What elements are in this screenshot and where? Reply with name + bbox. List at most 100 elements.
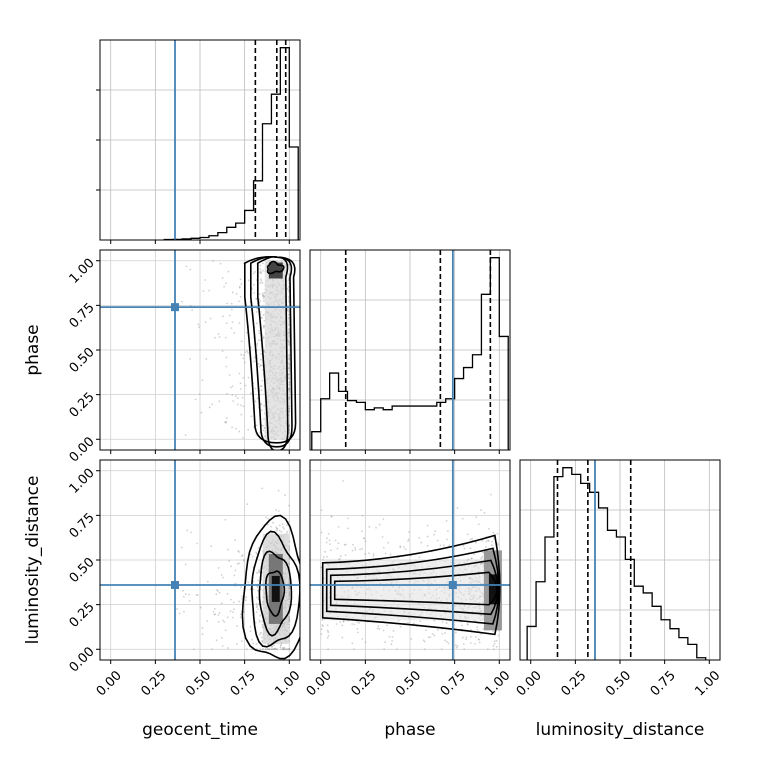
contour-peak — [266, 260, 285, 275]
y-tick-label: 0.50 — [67, 345, 98, 376]
scatter-point — [481, 539, 484, 542]
scatter-point — [469, 538, 472, 541]
scatter-point — [288, 549, 291, 552]
scatter-point — [288, 388, 291, 391]
x-tick-label: 0.50 — [183, 668, 214, 699]
scatter-point — [226, 616, 229, 619]
scatter-point — [287, 316, 290, 319]
scatter-point — [186, 529, 189, 532]
scatter-point — [263, 349, 265, 352]
scatter-point — [189, 357, 192, 360]
scatter-point — [475, 516, 478, 519]
scatter-point — [233, 608, 235, 611]
scatter-point — [247, 352, 249, 354]
scatter-point — [487, 539, 490, 542]
scatter-point — [199, 606, 202, 609]
scatter-point — [288, 358, 291, 361]
scatter-point — [259, 403, 262, 406]
scatter-point — [255, 606, 258, 609]
scatter-point — [391, 636, 394, 638]
scatter-point — [252, 642, 255, 645]
scatter-point — [258, 568, 260, 571]
scatter-point — [230, 308, 233, 311]
scatter-point — [206, 620, 209, 622]
scatter-point — [275, 648, 277, 651]
scatter-point — [481, 555, 484, 558]
scatter-point — [474, 635, 477, 638]
scatter-point — [257, 339, 260, 342]
scatter-point — [260, 278, 262, 280]
scatter-point — [241, 597, 244, 600]
scatter-point — [288, 598, 291, 601]
panel-frame — [519, 459, 721, 661]
scatter-point — [493, 547, 496, 550]
scatter-point — [242, 354, 245, 356]
scatter-point — [258, 293, 261, 296]
scatter-point — [260, 353, 263, 356]
scatter-point — [259, 282, 262, 284]
scatter-point — [261, 269, 264, 272]
scatter-point — [223, 621, 226, 623]
scatter-point — [288, 409, 291, 412]
scatter-point — [445, 622, 448, 624]
scatter-point — [353, 623, 356, 626]
scatter-point — [282, 648, 285, 651]
y-tick-label: 0.00 — [67, 434, 98, 465]
scatter-point — [224, 336, 227, 339]
scatter-point — [496, 532, 499, 535]
scatter-point — [288, 320, 291, 323]
scatter-point — [288, 369, 291, 372]
scatter-point — [381, 536, 384, 538]
scatter-point — [423, 640, 426, 643]
scatter-point — [275, 509, 278, 511]
scatter-point — [238, 430, 241, 433]
scatter-point — [221, 645, 224, 647]
scatter-point — [288, 390, 291, 393]
scatter-point — [261, 603, 264, 606]
scatter-point — [195, 594, 198, 596]
scatter-point — [272, 648, 275, 651]
scatter-point — [462, 544, 465, 547]
scatter-point — [238, 285, 241, 288]
scatter-point — [236, 625, 238, 628]
scatter-point — [446, 530, 449, 533]
scatter-point — [200, 411, 203, 414]
scatter-point — [288, 587, 291, 590]
density-block — [424, 560, 439, 621]
scatter-point — [469, 642, 472, 644]
scatter-point — [240, 340, 243, 343]
scatter-point — [262, 297, 265, 300]
scatter-point — [288, 547, 291, 550]
scatter-point — [476, 626, 479, 628]
scatter-point — [217, 333, 220, 335]
scatter-point — [254, 621, 257, 624]
scatter-point — [201, 379, 204, 382]
scatter-point — [286, 648, 289, 651]
scatter-point — [471, 537, 474, 540]
scatter-point — [257, 608, 259, 611]
scatter-point — [217, 621, 220, 623]
scatter-point — [194, 398, 197, 401]
scatter-point — [288, 616, 291, 619]
contour-level-2 — [329, 559, 499, 616]
scatter-point — [351, 549, 354, 552]
y-tick-label: 0.25 — [67, 600, 98, 631]
scatter-point — [288, 273, 291, 275]
scatter-point — [320, 566, 323, 569]
scatter-point — [492, 630, 494, 633]
scatter-point — [255, 602, 258, 605]
scatter-point — [259, 364, 262, 367]
scatter-point — [215, 639, 218, 642]
scatter-point — [221, 576, 224, 579]
scatter-point — [340, 555, 342, 557]
truth-marker — [448, 581, 457, 589]
scatter-point — [288, 318, 291, 321]
x-tick-label: 0.25 — [348, 668, 379, 699]
scatter-point — [255, 572, 258, 574]
scatter-point — [255, 643, 258, 646]
scatter-point — [239, 616, 242, 619]
scatter-point — [288, 366, 290, 369]
scatter-point — [247, 376, 250, 379]
scatter-point — [251, 648, 253, 651]
histogram-step-luminosity_distance — [526, 467, 707, 660]
